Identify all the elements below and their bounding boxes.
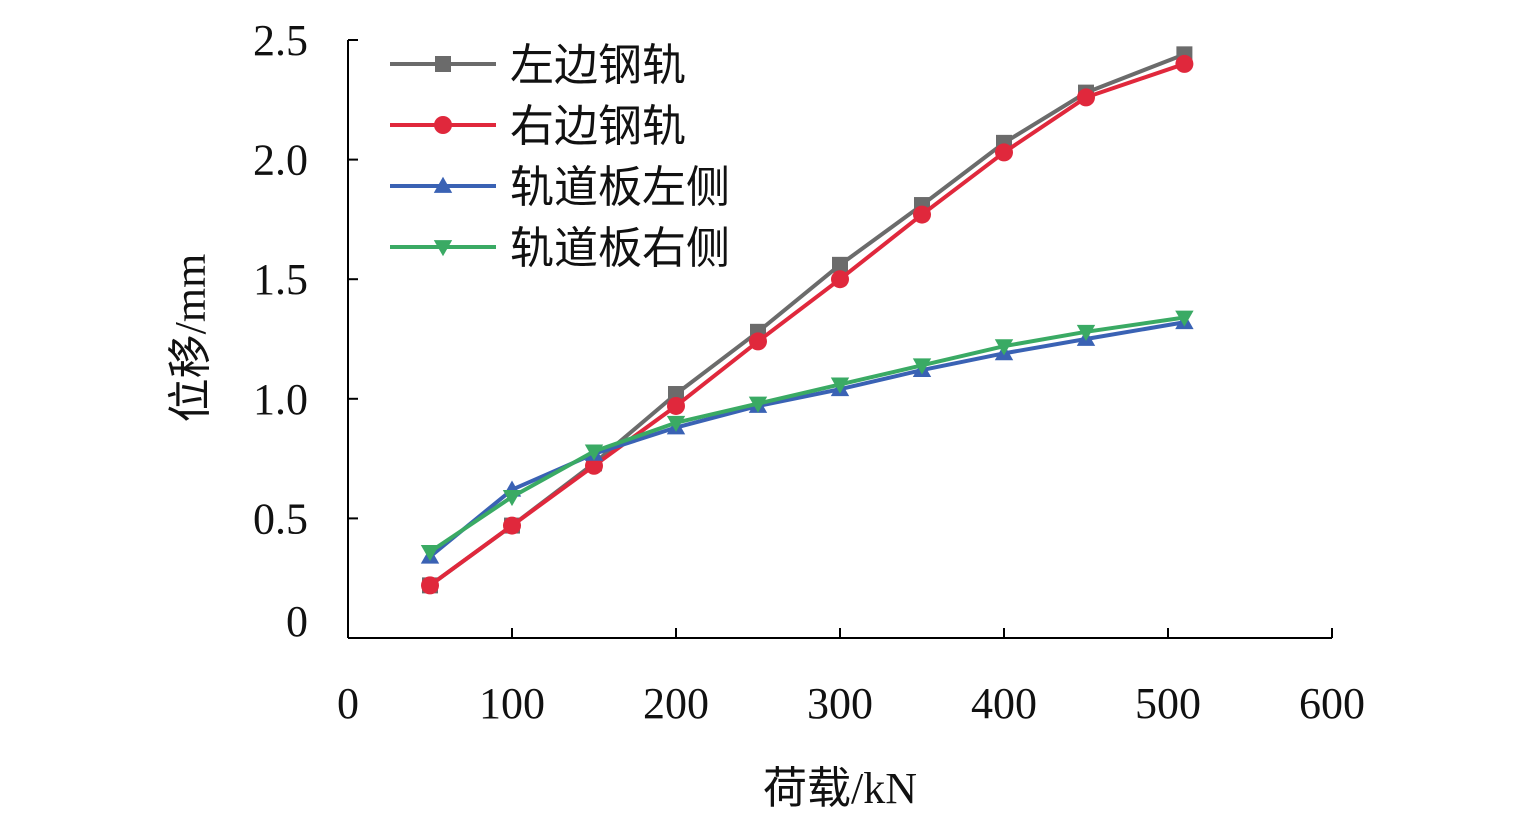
- legend-entry: 右边钢轨: [390, 101, 686, 152]
- x-tick-label: 200: [643, 679, 709, 728]
- data-point: [584, 444, 604, 461]
- data-point: [831, 270, 849, 289]
- data-point: [995, 143, 1013, 162]
- y-tick-label: 0: [286, 597, 308, 646]
- y-axis-title: 位移/mm: [166, 254, 215, 423]
- legend-label: 轨道板左侧: [510, 162, 730, 213]
- legend-entry: 左边钢轨: [390, 40, 686, 91]
- y-tick-label: 1.0: [253, 375, 308, 424]
- x-tick-label: 500: [1135, 679, 1201, 728]
- legend-label: 左边钢轨: [510, 40, 686, 91]
- legend-marker: [433, 240, 453, 257]
- data-point: [913, 205, 931, 224]
- x-axis-title: 荷载/kN: [763, 764, 917, 813]
- data-point: [1076, 324, 1096, 342]
- legend-entry: 轨道板右侧: [390, 223, 730, 274]
- y-tick-label: 1.5: [253, 255, 308, 304]
- series-2: [420, 313, 1194, 564]
- data-point: [912, 358, 932, 375]
- data-point: [1077, 88, 1095, 107]
- series-line: [428, 320, 1187, 559]
- legend-marker: [433, 176, 453, 193]
- series-group: [420, 46, 1194, 595]
- series-3: [420, 310, 1194, 562]
- data-point: [667, 396, 685, 415]
- data-point: [585, 456, 603, 475]
- data-point: [1175, 54, 1194, 73]
- series-line: [428, 61, 1187, 588]
- x-tick-label: 400: [971, 679, 1037, 728]
- data-point: [503, 516, 521, 535]
- y-ticks: 0 0.5 1.0 1.5 2.0 2.5: [253, 16, 358, 646]
- x-ticks: 0 100 200 300 400 500 600: [337, 628, 1365, 728]
- y-tick-label: 0.5: [253, 494, 308, 543]
- x-tick-label: 300: [807, 679, 873, 728]
- data-point: [830, 377, 850, 394]
- data-point: [994, 339, 1014, 356]
- data-point: [748, 396, 768, 413]
- legend-entry: 轨道板左侧: [390, 162, 730, 213]
- y-tick-label: 2.0: [253, 136, 308, 185]
- legend-label: 轨道板右侧: [510, 223, 730, 274]
- data-point: [749, 332, 767, 351]
- data-point: [421, 576, 439, 595]
- axes: [347, 40, 1332, 639]
- x-tick-label: 600: [1299, 679, 1365, 728]
- x-tick-label: 100: [479, 679, 545, 728]
- y-tick-label: 2.5: [253, 16, 308, 65]
- data-point: [832, 256, 848, 273]
- legend-label: 右边钢轨: [510, 101, 686, 152]
- data-point: [502, 489, 522, 507]
- legend-marker: [435, 56, 451, 72]
- data-point: [1175, 310, 1194, 327]
- x-tick-label: 0: [337, 679, 359, 728]
- series-1: [421, 54, 1194, 595]
- data-point: [420, 544, 440, 562]
- series-line: [428, 315, 1187, 554]
- legend-marker: [434, 116, 452, 134]
- data-point: [666, 415, 686, 432]
